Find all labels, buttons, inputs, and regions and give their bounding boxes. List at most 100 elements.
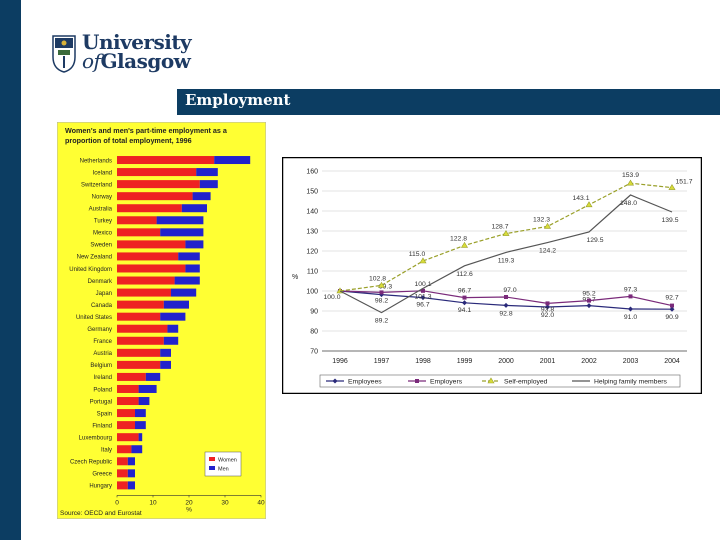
- series-marker: [421, 288, 425, 293]
- data-label: 90.9: [665, 314, 678, 321]
- data-label: 119.3: [498, 257, 515, 264]
- y-tick-label: 110: [307, 269, 318, 276]
- x-tick-label: 0: [115, 499, 119, 506]
- category-label: United Kingdom: [69, 267, 112, 273]
- bar-women: [117, 252, 179, 261]
- series-marker: [585, 201, 593, 208]
- category-label: Australia: [89, 207, 113, 213]
- y-tick-label: 130: [306, 229, 318, 236]
- legend-box: [319, 374, 681, 388]
- legend-marker: [487, 377, 495, 384]
- bar-women: [117, 445, 132, 454]
- data-label: 94.1: [458, 307, 471, 314]
- x-tick-label: 1998: [415, 358, 431, 365]
- y-tick-label: 70: [310, 349, 318, 356]
- crest-icon: [52, 35, 76, 73]
- y-tick-label: 90: [310, 309, 318, 316]
- data-label: 100.1: [414, 281, 431, 288]
- category-label: Luxembourg: [79, 435, 112, 441]
- data-label: 115.0: [409, 251, 426, 258]
- data-label: 97.3: [624, 286, 637, 293]
- series-line: [339, 194, 673, 314]
- category-label: Mexico: [93, 231, 113, 237]
- university-logo[interactable]: University ofGlasgow: [52, 32, 192, 77]
- bar-men: [138, 384, 157, 393]
- chart-frame: [282, 157, 702, 394]
- data-label: 101.3: [414, 293, 431, 300]
- series-marker: [377, 281, 386, 288]
- bar-women: [117, 433, 139, 442]
- category-label: Japan: [96, 291, 112, 297]
- bar-men: [214, 156, 251, 165]
- bar-men: [160, 360, 171, 369]
- bar-women: [117, 457, 128, 466]
- series-marker: [586, 303, 592, 309]
- bar-women: [117, 469, 128, 478]
- bar-women: [117, 409, 135, 418]
- series-marker: [503, 302, 509, 308]
- x-tick-label: 40: [257, 499, 265, 506]
- category-label: Spain: [97, 411, 112, 417]
- x-axis-label: %: [186, 506, 192, 513]
- bar-women: [117, 192, 193, 201]
- x-tick-label: 2001: [540, 358, 556, 365]
- legend-box: [204, 451, 242, 477]
- category-label: Norway: [92, 194, 112, 200]
- bar-women: [117, 216, 157, 225]
- bar-men: [127, 457, 135, 466]
- bar-men: [160, 228, 204, 237]
- y-tick-label: 100: [306, 289, 318, 296]
- bar-men: [163, 300, 189, 309]
- data-label: 112.6: [456, 271, 473, 278]
- series-marker: [587, 298, 591, 303]
- bar-men: [163, 336, 179, 345]
- x-tick-label: 1997: [374, 358, 390, 365]
- x-tick-label: 1999: [457, 358, 473, 365]
- bar-men: [135, 421, 146, 430]
- category-label: Poland: [93, 387, 112, 393]
- series-marker: [462, 300, 467, 306]
- title-rule: [177, 113, 720, 115]
- bar-women: [117, 204, 182, 213]
- data-label: 100.0: [323, 294, 340, 301]
- series-marker: [668, 184, 676, 190]
- data-label: 96.7: [458, 288, 471, 295]
- series-marker: [460, 241, 469, 248]
- bar-women: [117, 336, 164, 345]
- bar-men: [178, 252, 200, 261]
- logo-line2-text: Glasgow: [100, 49, 191, 73]
- legend-label: Women: [218, 458, 237, 464]
- bar-men: [160, 312, 186, 321]
- legend-label: Helping family members: [594, 379, 668, 386]
- bar-women: [117, 481, 128, 490]
- data-label: 132.3: [533, 216, 550, 223]
- series-marker: [419, 257, 427, 264]
- category-label: Italy: [101, 448, 112, 454]
- bar-men: [196, 168, 218, 177]
- y-tick-label: 140: [306, 209, 318, 216]
- category-label: Portugal: [90, 399, 112, 405]
- y-tick-label: 120: [306, 249, 318, 256]
- category-label: Canada: [91, 303, 113, 309]
- data-label: 148.0: [620, 200, 637, 207]
- category-label: Czech Republic: [70, 460, 112, 466]
- legend-marker: [332, 378, 338, 384]
- category-label: United States: [76, 315, 112, 321]
- slide-title: Employment: [185, 91, 291, 109]
- y-tick-label: 160: [306, 169, 318, 176]
- category-label: Germany: [87, 327, 112, 333]
- bar-men: [167, 324, 179, 333]
- bar-men: [127, 469, 135, 478]
- chart-title-line2: proportion of total employment, 1996: [65, 136, 192, 145]
- bar-women: [117, 360, 161, 369]
- data-label: 91.0: [624, 314, 637, 321]
- slide-title-bar: Employment: [177, 88, 720, 113]
- data-label: 98.2: [375, 298, 388, 305]
- x-tick-label: 2004: [664, 358, 680, 365]
- bar-women: [117, 264, 186, 273]
- logo-line2-prefix: of: [82, 49, 101, 73]
- data-label: 92.7: [665, 295, 678, 302]
- bar-women: [117, 348, 161, 357]
- series-marker: [379, 290, 384, 295]
- bar-men: [145, 372, 161, 381]
